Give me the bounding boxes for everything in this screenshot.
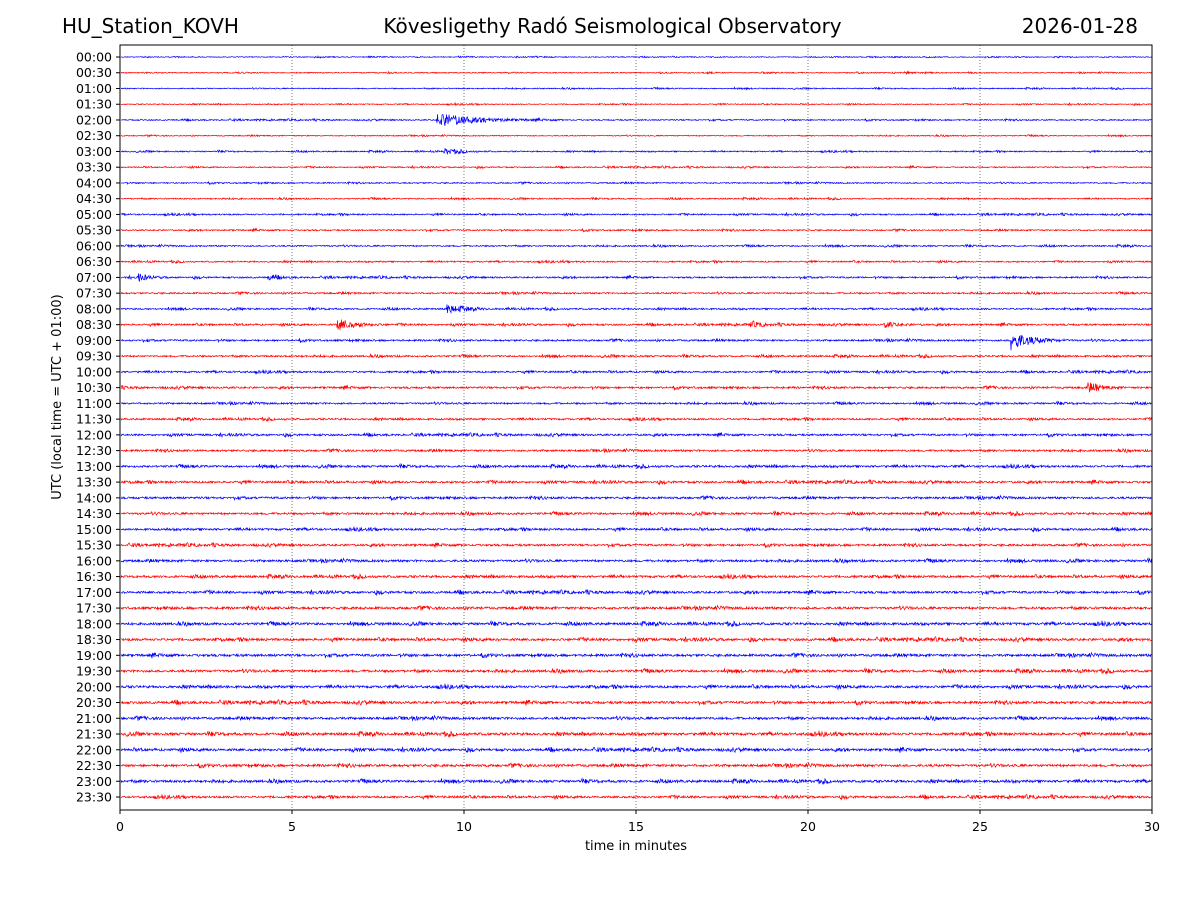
y-tick-label: 07:00 xyxy=(76,270,112,285)
y-tick-label: 12:00 xyxy=(76,427,112,442)
y-tick-label: 01:30 xyxy=(76,97,112,112)
y-tick-label: 21:00 xyxy=(76,711,112,726)
y-tick-label: 20:30 xyxy=(76,695,112,710)
trace-row-1200 xyxy=(121,433,1152,438)
y-tick-label: 04:30 xyxy=(76,191,112,206)
y-tick-label: 18:30 xyxy=(76,632,112,647)
x-tick-label: 20 xyxy=(800,819,816,834)
trace-row-1430 xyxy=(121,511,1152,516)
y-tick-label: 07:30 xyxy=(76,286,112,301)
y-tick-label: 15:30 xyxy=(76,538,112,553)
trace-row-0230 xyxy=(121,135,1152,137)
y-tick-label: 18:00 xyxy=(76,616,112,631)
y-tick-label: 08:30 xyxy=(76,317,112,332)
y-tick-label: 22:30 xyxy=(76,758,112,773)
y-tick-label: 16:00 xyxy=(76,553,112,568)
y-tick-label: 01:00 xyxy=(76,81,112,96)
y-tick-label: 05:00 xyxy=(76,207,112,222)
trace-row-1000 xyxy=(121,370,1152,374)
x-tick-label: 0 xyxy=(116,819,124,834)
y-tick-label: 19:00 xyxy=(76,648,112,663)
trace-row-0630 xyxy=(121,260,1152,263)
trace-row-2030 xyxy=(121,700,1152,706)
y-tick-label: 03:00 xyxy=(76,144,112,159)
y-tick-label: 15:00 xyxy=(76,522,112,537)
y-tick-label: 11:00 xyxy=(76,396,112,411)
y-tick-label: 09:00 xyxy=(76,333,112,348)
trace-row-1500 xyxy=(121,527,1152,532)
x-tick-label: 10 xyxy=(456,819,472,834)
trace-row-0800 xyxy=(121,304,1152,313)
y-tick-label: 21:30 xyxy=(76,727,112,742)
trace-row-2100 xyxy=(121,715,1152,720)
trace-row-1100 xyxy=(121,401,1152,405)
trace-row-1630 xyxy=(121,574,1152,580)
x-tick-label: 30 xyxy=(1144,819,1160,834)
y-tick-label: 05:30 xyxy=(76,223,112,238)
y-tick-label: 14:30 xyxy=(76,506,112,521)
y-tick-label: 08:00 xyxy=(76,301,112,316)
y-tick-label: 23:30 xyxy=(76,790,112,805)
trace-row-0030 xyxy=(121,72,1152,74)
y-tick-label: 17:00 xyxy=(76,585,112,600)
grid-lines xyxy=(292,45,980,810)
x-axis: 0 5 10 15 20 25 30 xyxy=(116,810,1160,834)
y-tick-label: 22:00 xyxy=(76,742,112,757)
trace-row-1230 xyxy=(121,449,1152,453)
y-axis-label: UTC (local time = UTC + 01:00) xyxy=(50,294,65,499)
y-tick-label: 11:30 xyxy=(76,412,112,427)
x-axis-label: time in minutes xyxy=(585,839,687,854)
y-tick-label: 12:30 xyxy=(76,443,112,458)
y-tick-label: 10:00 xyxy=(76,364,112,379)
trace-row-0200 xyxy=(121,114,1152,126)
y-tick-label: 20:00 xyxy=(76,679,112,694)
y-tick-label: 00:30 xyxy=(76,65,112,80)
trace-row-1400 xyxy=(121,496,1152,500)
y-tick-label: 02:30 xyxy=(76,128,112,143)
x-tick-label: 25 xyxy=(972,819,988,834)
y-tick-label: 14:00 xyxy=(76,490,112,505)
y-tick-label: 02:00 xyxy=(76,112,112,127)
y-tick-label: 13:30 xyxy=(76,475,112,490)
y-tick-label: 03:30 xyxy=(76,160,112,175)
y-tick-label: 00:00 xyxy=(76,50,112,65)
y-axis: 00:0000:3001:0001:3002:0002:3003:0003:30… xyxy=(76,50,120,805)
y-tick-label: 23:00 xyxy=(76,774,112,789)
trace-row-0430 xyxy=(121,197,1152,200)
y-tick-label: 17:30 xyxy=(76,601,112,616)
x-tick-label: 5 xyxy=(288,819,296,834)
y-tick-label: 19:30 xyxy=(76,664,112,679)
y-tick-label: 09:30 xyxy=(76,349,112,364)
y-tick-label: 04:00 xyxy=(76,175,112,190)
trace-row-2130 xyxy=(121,731,1152,737)
x-tick-label: 15 xyxy=(628,819,644,834)
y-tick-label: 16:30 xyxy=(76,569,112,584)
y-tick-label: 06:00 xyxy=(76,238,112,253)
y-tick-label: 13:00 xyxy=(76,459,112,474)
y-tick-label: 06:30 xyxy=(76,254,112,269)
y-tick-label: 10:30 xyxy=(76,380,112,395)
trace-row-0700 xyxy=(121,273,1152,281)
